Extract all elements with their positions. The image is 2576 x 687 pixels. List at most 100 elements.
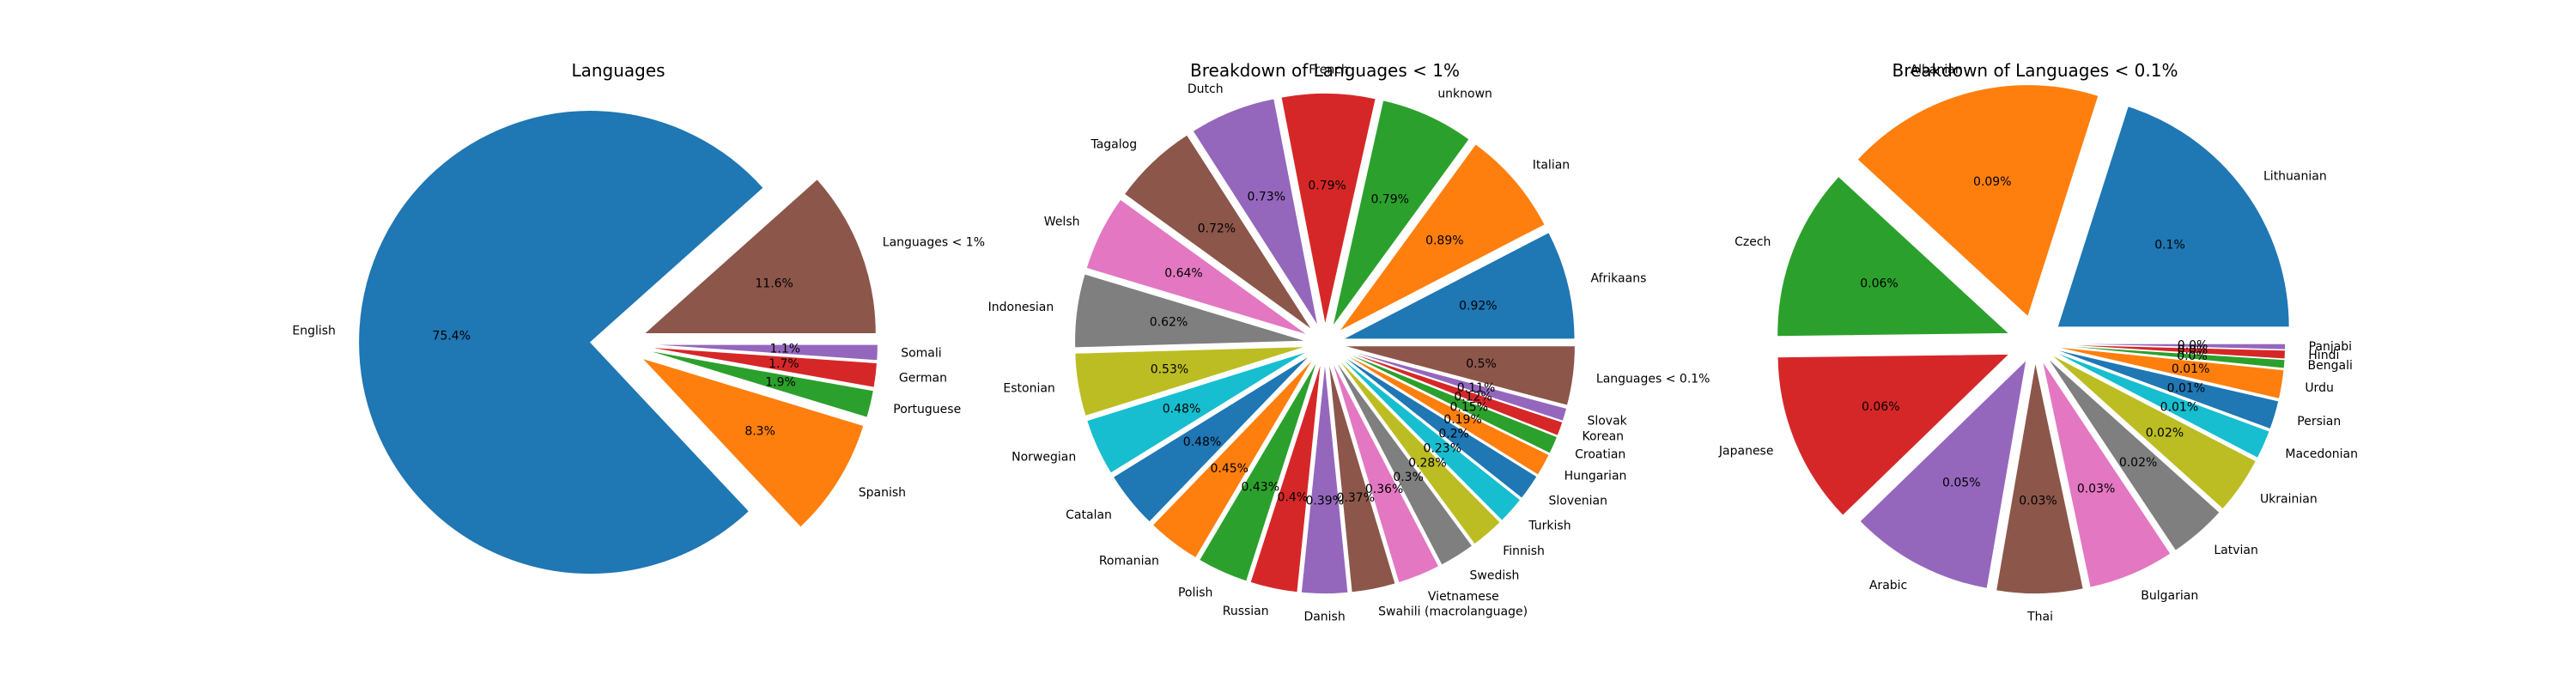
category-label-bulgarian: Bulgarian (2141, 589, 2198, 603)
category-label-croatian: Croatian (1575, 447, 1625, 461)
pie-slice-croatian (1341, 350, 1558, 454)
pct-label-english: 75.4% (433, 329, 471, 343)
pie-slice-thai (1996, 362, 2084, 595)
category-label-polish: Polish (1178, 587, 1212, 600)
pie-slice-slovenian (1340, 354, 1538, 499)
category-label-bengali: Bengali (2308, 359, 2353, 373)
category-label-german: German (899, 371, 947, 385)
pie-slice-estonian (1074, 346, 1307, 417)
category-label-thai: Thai (2026, 611, 2053, 624)
category-label-swedish: Swedish (1470, 568, 1520, 582)
pie-slice-swedish (1334, 359, 1473, 566)
category-label-estonian: Estonian (1003, 382, 1054, 396)
pie-slice-dutch (1192, 98, 1319, 327)
pct-label-catalan: 0.48% (1183, 435, 1221, 449)
category-label-macedonian: Macedonian (2285, 447, 2358, 461)
category-label-danish: Danish (1303, 611, 1345, 624)
pct-label-swedish: 0.3% (1393, 471, 1424, 484)
category-label-slovenian: Slovenian (1549, 494, 1607, 508)
chart-breakdown-under-0p1pct: Breakdown of Languages < 0.1% 0.1% Lithua… (1718, 60, 2358, 624)
pct-label-japanese: 0.06% (1862, 400, 1899, 414)
pie-slice-german (646, 346, 878, 388)
pct-label-unknown: 0.79% (1370, 193, 1408, 207)
pie-slice-albanian (1856, 84, 2099, 318)
pie-slice-macedonian (2051, 350, 2270, 459)
pct-label-italian: 0.89% (1425, 234, 1463, 247)
pie-slice-ukrainian (2050, 353, 2257, 510)
category-label-hindi: Hindi (2308, 349, 2339, 362)
pie-slice-russian (1249, 361, 1322, 593)
pct-label-hungarian: 0.19% (1443, 413, 1481, 427)
category-label-russian: Russian (1223, 605, 1269, 618)
pie-slice-korean (1342, 349, 1564, 437)
pct-label-bengali: 0.0% (2177, 350, 2208, 363)
category-label-romanian: Romanian (1099, 554, 1159, 568)
chart-title: Breakdown of Languages < 1% (1190, 60, 1460, 81)
pie-slice-hindi (2053, 344, 2287, 360)
pct-label-finnish: 0.28% (1408, 456, 1446, 470)
pie-slice-japanese (1777, 353, 2011, 516)
pie-slice-danish (1300, 362, 1349, 595)
category-label-urdu: Urdu (2305, 381, 2334, 395)
category-label-panjabi: Panjabi (2309, 340, 2353, 354)
chart-breakdown-under-1pct: Breakdown of Languages < 1% 0.92% Afrikaa… (988, 60, 1710, 624)
pct-label-romanian: 0.45% (1211, 462, 1249, 476)
pie-slice-portuguese (645, 350, 874, 418)
pie-slice-languages-1 (642, 178, 877, 334)
category-label-welsh: Welsh (1044, 216, 1080, 229)
pct-label-bulgarian: 0.03% (2077, 482, 2115, 495)
category-label-english: English (292, 325, 336, 338)
pie-slice-italian (1338, 143, 1546, 332)
pct-label-dutch: 0.73% (1248, 191, 1285, 204)
category-label-languages-0-1: Languages < 0.1% (1596, 372, 1710, 386)
category-label-indonesian: Indonesian (988, 301, 1054, 314)
category-label-czech: Czech (1735, 235, 1771, 249)
pie-slice-latvian (2046, 356, 2221, 551)
pct-label-somali: 1.1% (769, 343, 800, 356)
pie-slice-turkish (1338, 356, 1522, 521)
category-label-persian: Persian (2297, 415, 2341, 429)
pct-label-polish: 0.43% (1242, 480, 1279, 494)
pct-label-afrikaans: 0.92% (1459, 300, 1497, 313)
pct-label-indonesian: 0.62% (1150, 316, 1188, 330)
pct-label-spanish: 8.3% (744, 425, 775, 439)
pct-label-korean: 0.12% (1454, 391, 1492, 404)
chart-title: Breakdown of Languages < 0.1% (1892, 60, 2178, 81)
category-label-japanese: Japanese (1718, 445, 1774, 459)
pie-slice-arabic (1859, 358, 2027, 589)
pie-slice-languages-0-1 (1343, 345, 1576, 406)
pie-slice-bengali (2053, 344, 2286, 369)
pct-label-tagalog: 0.72% (1198, 222, 1236, 236)
pie-slice-afrikaans (1342, 231, 1576, 340)
category-label-somali: Somali (901, 346, 941, 360)
chart-title: Languages (571, 60, 665, 81)
pie-slice-panjabi (2053, 343, 2287, 350)
pie-slice-swahili-macrolanguage (1327, 362, 1396, 593)
pie-slice-slovak (1342, 348, 1568, 422)
pct-label-ukrainian: 0.02% (2146, 427, 2184, 441)
pie-slice-hungarian (1340, 352, 1550, 476)
pie-slice-czech (1777, 175, 2011, 337)
category-label-ukrainian: Ukrainian (2260, 492, 2318, 506)
pct-label-german: 1.7% (769, 357, 799, 371)
pct-label-thai: 0.03% (2019, 495, 2057, 508)
category-label-vietnamese: Vietnamese (1428, 590, 1499, 604)
pie-slice-spanish (640, 357, 865, 528)
pie-slice-persian (2052, 348, 2280, 430)
category-label-french: French (1309, 63, 1349, 76)
pct-label-urdu: 0.01% (2172, 362, 2209, 376)
chart-languages: Languages 11.6% Languages < 1% 75.4% Englis… (292, 60, 985, 575)
pie-slice-french (1280, 92, 1376, 325)
pct-label-swahili-macrolanguage: 0.37% (1337, 491, 1375, 505)
pie-slice-unknown (1332, 100, 1470, 327)
pct-label-slovenian: 0.2% (1438, 428, 1469, 441)
category-label-italian: Italian (1533, 158, 1570, 172)
pct-label-panjabi: 0.0% (2178, 338, 2208, 352)
pie-slice-norwegian (1086, 350, 1309, 474)
pie-slice-indonesian (1074, 273, 1307, 349)
pct-label-vietnamese: 0.36% (1365, 483, 1403, 496)
category-label-korean: Korean (1582, 430, 1624, 444)
pie-slice-catalan (1112, 355, 1311, 523)
pct-label-persian: 0.01% (2167, 382, 2205, 396)
